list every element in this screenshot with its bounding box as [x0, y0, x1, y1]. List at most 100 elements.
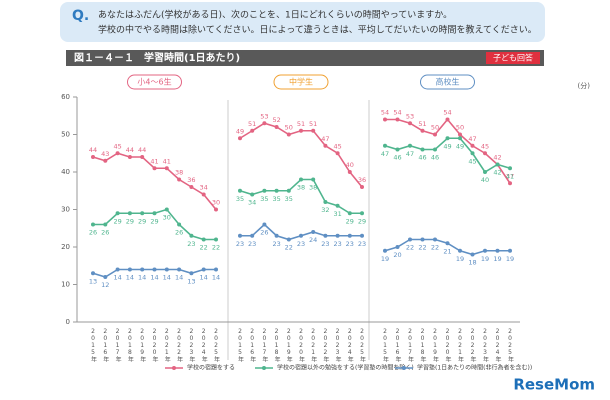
question-line: 学校の中でやる時間は除いてください。日によって違うときは、平均してだいたいの時間…: [98, 24, 537, 36]
data-label: 14: [138, 274, 146, 282]
point: [250, 233, 255, 238]
data-label: 42: [493, 154, 501, 162]
point: [483, 170, 487, 174]
point: [214, 267, 218, 272]
point: [238, 136, 242, 141]
data-label: 49: [456, 142, 464, 150]
data-label: 22: [285, 244, 293, 252]
legend-dot: [172, 366, 176, 370]
point: [335, 233, 340, 238]
data-label: 22: [431, 244, 439, 252]
data-label: 29: [126, 217, 134, 225]
x-tick-label: 2016年: [249, 328, 256, 363]
point: [177, 177, 182, 182]
point: [214, 207, 218, 212]
y-tick-label: 40: [61, 168, 70, 176]
point: [395, 147, 400, 152]
y-tick-label: 10: [61, 281, 70, 289]
data-label: 45: [468, 157, 476, 165]
data-label: 14: [200, 274, 208, 282]
data-label: 41: [163, 157, 171, 165]
data-label: 26: [101, 229, 109, 237]
point: [262, 188, 267, 193]
point: [127, 267, 132, 272]
data-label: 19: [493, 255, 501, 263]
data-label: 14: [212, 274, 220, 282]
data-label: 53: [260, 112, 268, 120]
data-label: 46: [393, 154, 401, 162]
data-label: 40: [481, 176, 489, 184]
data-label: 51: [248, 120, 256, 128]
point: [420, 237, 425, 242]
point: [383, 143, 387, 148]
data-label: 42: [493, 169, 501, 177]
data-label: 26: [175, 229, 183, 237]
point: [189, 233, 194, 238]
point: [201, 237, 206, 242]
data-label: 35: [272, 195, 280, 203]
data-label: 50: [456, 124, 464, 132]
point: [177, 267, 182, 272]
point: [262, 121, 267, 126]
data-label: 26: [89, 229, 97, 237]
data-label: 14: [113, 274, 121, 282]
data-label: 19: [506, 255, 514, 263]
data-label: 50: [285, 124, 293, 132]
point: [91, 155, 95, 159]
data-label: 31: [333, 210, 341, 218]
point: [140, 211, 145, 216]
data-label: 23: [272, 240, 280, 248]
data-label: 19: [456, 255, 464, 263]
data-label: 38: [297, 184, 305, 192]
q-mark: Q.: [72, 8, 89, 24]
point: [250, 192, 255, 197]
data-label: 13: [187, 277, 195, 285]
data-label: 49: [236, 127, 244, 135]
x-tick-label: 2024年: [200, 328, 207, 363]
point: [335, 203, 340, 208]
point: [420, 147, 425, 152]
point: [311, 128, 316, 133]
legend-label: 学校の宿題以外の勉強をする(学習塾の時間を除く): [277, 364, 414, 372]
point: [433, 237, 437, 242]
point: [408, 143, 412, 148]
panel-pill: [420, 74, 475, 90]
x-tick-label: 2023年: [482, 328, 489, 363]
point: [458, 136, 462, 141]
x-tick-label: 2015年: [382, 328, 389, 363]
data-label: 29: [150, 217, 158, 225]
x-tick-label: 2015年: [237, 328, 244, 363]
data-label: 45: [333, 142, 341, 150]
point: [140, 267, 145, 272]
point: [189, 185, 194, 189]
point: [383, 248, 387, 253]
point: [445, 136, 450, 141]
x-tick-label: 2019年: [285, 328, 292, 363]
data-label: 46: [431, 154, 439, 162]
data-label: 12: [101, 281, 109, 289]
point: [483, 151, 487, 156]
point: [395, 245, 400, 249]
data-label: 44: [89, 146, 97, 154]
point: [286, 237, 291, 242]
data-label: 52: [272, 116, 280, 124]
point: [286, 188, 291, 193]
question-box: [60, 2, 545, 42]
point: [458, 132, 462, 137]
data-label: 47: [406, 150, 414, 158]
legend-dot: [262, 366, 266, 370]
x-tick-label: 2018年: [126, 328, 133, 363]
x-tick-label: 2023年: [334, 328, 341, 363]
point: [91, 222, 95, 227]
point: [299, 177, 303, 182]
panel-pill: [273, 74, 329, 90]
legend-label: 学校の宿題をする: [187, 364, 235, 372]
point: [115, 267, 120, 272]
data-label: 51: [418, 120, 426, 128]
data-label: 23: [346, 240, 354, 248]
badge: [486, 52, 540, 64]
x-tick-label: 2024年: [346, 328, 353, 363]
point: [214, 237, 218, 242]
point: [395, 117, 400, 122]
point: [164, 267, 169, 272]
